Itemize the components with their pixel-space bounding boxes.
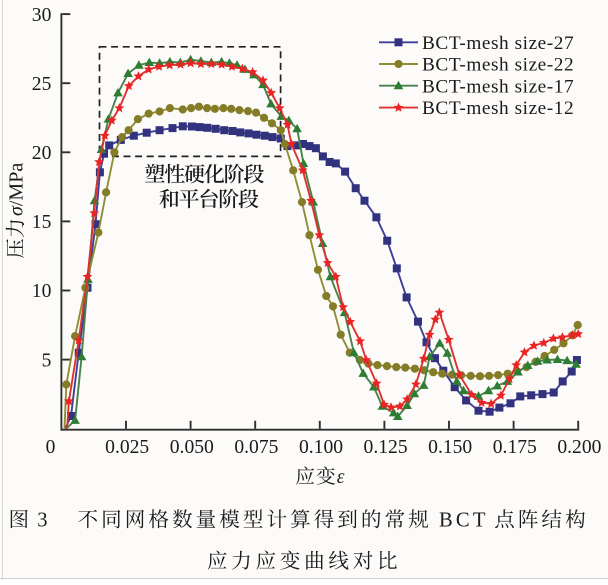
svg-text:5: 5	[42, 350, 52, 371]
svg-text:ε: ε	[337, 467, 345, 488]
svg-text:0.025: 0.025	[105, 437, 149, 458]
svg-text:0.150: 0.150	[428, 437, 472, 458]
svg-text:20: 20	[32, 143, 52, 164]
svg-text:BCT: BCT	[439, 510, 489, 532]
svg-text:BCT-mesh size-12: BCT-mesh size-12	[422, 98, 574, 119]
svg-text:0.075: 0.075	[234, 437, 278, 458]
svg-text:30: 30	[32, 5, 52, 26]
svg-text:BCT-mesh size-27: BCT-mesh size-27	[422, 33, 574, 54]
svg-text:0.200: 0.200	[557, 437, 601, 458]
svg-text:0: 0	[46, 437, 56, 458]
svg-text:BCT-mesh size-17: BCT-mesh size-17	[422, 76, 574, 97]
svg-text:BCT-mesh size-22: BCT-mesh size-22	[422, 55, 574, 76]
svg-text:0.050: 0.050	[170, 437, 214, 458]
svg-text:0.100: 0.100	[299, 437, 343, 458]
svg-text:3: 3	[37, 510, 47, 532]
svg-text:10: 10	[32, 281, 52, 302]
svg-text:15: 15	[32, 212, 52, 233]
svg-text:25: 25	[32, 74, 52, 95]
svg-text:0.175: 0.175	[493, 437, 537, 458]
svg-text:σ/MPa: σ/MPa	[6, 163, 28, 216]
svg-text:0.125: 0.125	[364, 437, 408, 458]
